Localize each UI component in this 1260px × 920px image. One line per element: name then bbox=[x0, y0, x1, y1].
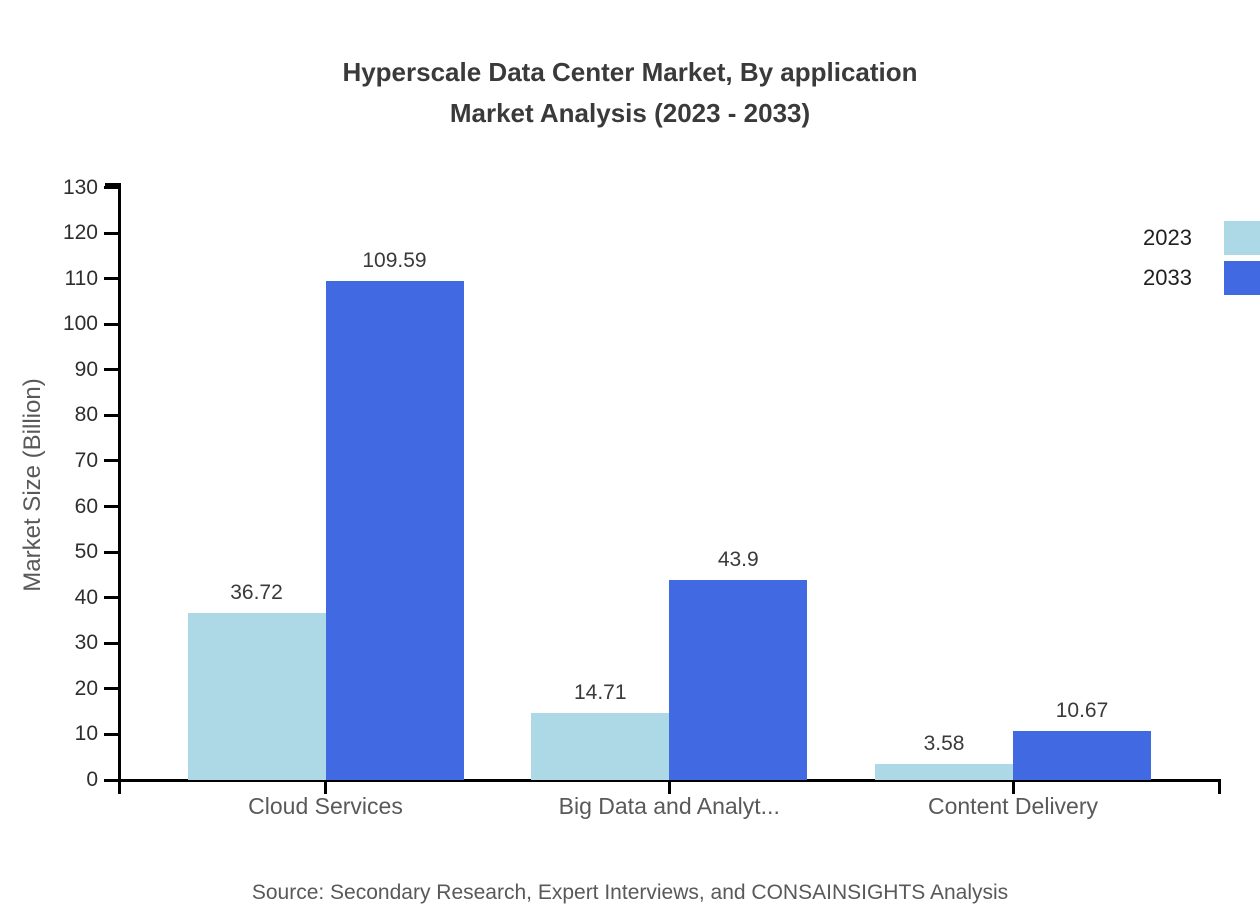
legend-label: 2023 bbox=[1143, 225, 1192, 250]
bar-value-label: 36.72 bbox=[230, 580, 283, 604]
x-tick bbox=[324, 782, 327, 794]
bar-value-label: 10.67 bbox=[1055, 699, 1109, 723]
bar-value-label: 43.9 bbox=[717, 547, 759, 571]
bar-2033 bbox=[325, 280, 464, 780]
y-tick-label: 130 bbox=[62, 175, 98, 199]
y-tick-label: 100 bbox=[62, 312, 98, 336]
y-tick-label: 90 bbox=[74, 357, 98, 381]
y-tick-label: 80 bbox=[74, 403, 98, 427]
y-tick-label: 60 bbox=[74, 494, 98, 518]
category-label: Big Data and Analyt... bbox=[558, 793, 780, 819]
y-tick-label: 30 bbox=[74, 631, 98, 655]
source-note: Source: Secondary Research, Expert Inter… bbox=[251, 881, 1009, 904]
y-tick bbox=[104, 322, 118, 326]
chart-title: Hyperscale Data Center Market, By applic… bbox=[0, 52, 1260, 134]
y-tick bbox=[104, 368, 118, 372]
y-tick-label: 50 bbox=[74, 540, 98, 564]
category-label: Content Delivery bbox=[927, 793, 1099, 819]
y-tick-label: 70 bbox=[74, 448, 98, 472]
x-axis-right-cap bbox=[1218, 779, 1221, 794]
legend-swatch bbox=[1224, 261, 1260, 295]
y-tick bbox=[104, 687, 118, 691]
legend-item-2033: 2033 bbox=[940, 261, 1260, 295]
x-axis-line bbox=[118, 779, 1221, 782]
y-axis-title: Market Size (Billion) bbox=[19, 378, 46, 592]
y-axis-top-cap bbox=[105, 183, 121, 186]
legend-label: 2033 bbox=[1143, 265, 1192, 290]
y-tick bbox=[104, 596, 118, 600]
bar-2033 bbox=[669, 579, 808, 780]
bar-2023 bbox=[875, 763, 1013, 780]
bar-value-label: 3.58 bbox=[923, 731, 965, 755]
y-tick bbox=[104, 186, 118, 189]
y-tick-label: 40 bbox=[74, 585, 98, 609]
y-tick-label: 120 bbox=[62, 221, 98, 245]
y-tick bbox=[104, 641, 118, 645]
legend-item-2023: 2023 bbox=[940, 221, 1260, 255]
bar-2023 bbox=[187, 612, 326, 780]
bar-2023 bbox=[531, 712, 670, 780]
y-tick bbox=[104, 277, 118, 281]
category-label: Cloud Services bbox=[248, 793, 403, 819]
y-tick bbox=[104, 778, 118, 782]
y-tick bbox=[104, 732, 118, 736]
legend-swatch bbox=[1224, 221, 1260, 255]
bar-2033 bbox=[1013, 731, 1151, 780]
y-tick bbox=[104, 231, 118, 235]
bar-value-label: 14.71 bbox=[573, 680, 627, 704]
chart-title-line2: Market Analysis (2023 - 2033) bbox=[449, 98, 811, 128]
y-tick bbox=[104, 505, 118, 509]
y-tick-label: 110 bbox=[64, 266, 98, 290]
y-tick-label: 10 bbox=[74, 722, 98, 746]
y-tick bbox=[104, 413, 118, 417]
y-axis-line bbox=[118, 183, 121, 794]
x-tick bbox=[667, 782, 671, 794]
bar-value-label: 109.59 bbox=[362, 248, 427, 272]
y-tick bbox=[104, 459, 118, 463]
y-tick-label: 0 bbox=[86, 768, 98, 791]
y-tick-label: 20 bbox=[74, 676, 98, 700]
chart-title-line1: Hyperscale Data Center Market, By applic… bbox=[342, 57, 918, 87]
y-tick bbox=[104, 550, 118, 554]
legend: 2023 2033 bbox=[940, 221, 1260, 301]
x-tick bbox=[1011, 782, 1015, 794]
